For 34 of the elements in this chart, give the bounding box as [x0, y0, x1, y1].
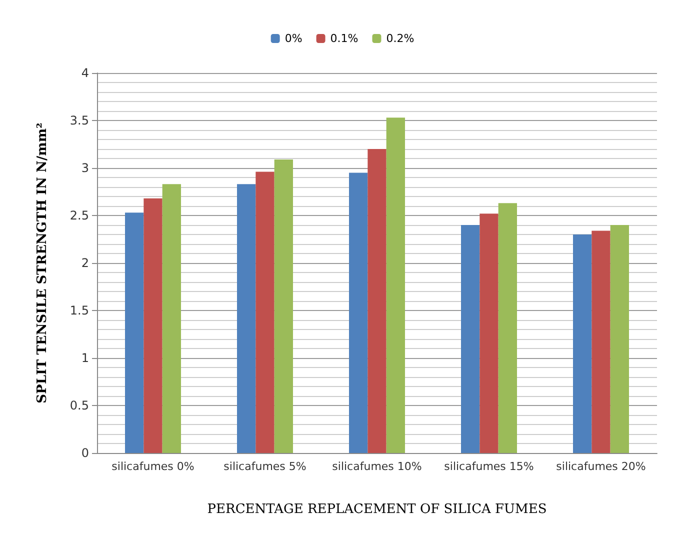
y-tick-label: 4: [81, 66, 89, 80]
bar: [498, 203, 517, 453]
bar: [368, 149, 386, 453]
x-tick-label: silicafumes 15%: [444, 460, 534, 473]
bar: [592, 230, 610, 453]
x-tick-label: silicafumes 0%: [112, 460, 194, 473]
y-tick-label: 1: [81, 351, 89, 365]
bar: [125, 212, 144, 453]
y-tick-label: 1.5: [70, 304, 89, 318]
bar: [461, 225, 480, 453]
bar: [386, 118, 405, 453]
y-tick-label: 2.5: [70, 208, 89, 222]
y-axis-title: SPLIT TENSILE STRENGTH IN N/mm²: [35, 122, 50, 404]
y-tick-label: 3: [81, 161, 89, 175]
bar: [274, 159, 293, 453]
legend-label: 0.1%: [330, 32, 358, 45]
y-tick-label: 0: [81, 446, 89, 460]
bar: [480, 214, 498, 453]
x-tick-label: silicafumes 20%: [556, 460, 646, 473]
bar: [573, 234, 592, 453]
bar: [144, 198, 162, 453]
bar: [256, 172, 274, 453]
y-tick-label: 3.5: [70, 114, 89, 128]
y-tick-label: 0.5: [70, 398, 89, 412]
bar: [237, 184, 256, 453]
x-tick-label: silicafumes 10%: [332, 460, 422, 473]
legend-label: 0.2%: [386, 32, 414, 45]
bar: [349, 172, 368, 453]
legend-label: 0%: [284, 32, 302, 45]
bar: [162, 184, 181, 453]
y-tick-label: 2: [81, 256, 89, 270]
bar: [610, 225, 629, 453]
x-axis-title: PERCENTAGE REPLACEMENT OF SILICA FUMES: [207, 502, 547, 517]
x-tick-label: silicafumes 5%: [224, 460, 306, 473]
